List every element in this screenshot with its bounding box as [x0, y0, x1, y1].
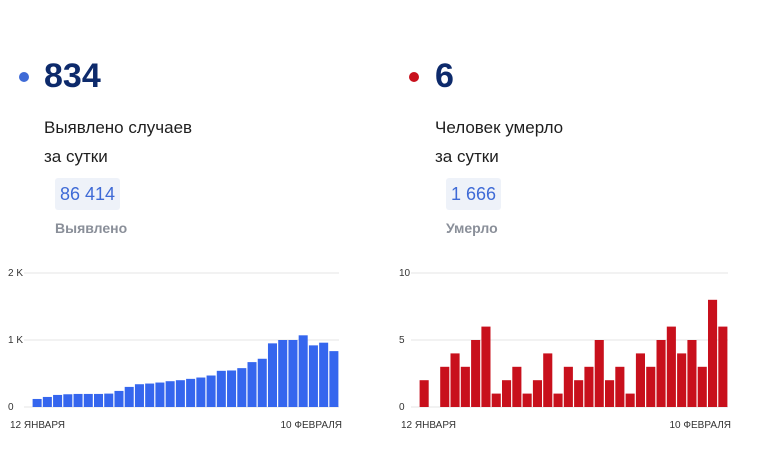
bar: [502, 380, 512, 407]
bar: [471, 340, 481, 407]
bar: [481, 326, 491, 407]
bar: [124, 386, 134, 407]
x-end-label: 10 ФЕВРАЛЯ: [280, 420, 342, 431]
bar: [615, 366, 625, 407]
bar: [278, 340, 288, 407]
bar: [419, 380, 429, 407]
bar: [625, 393, 635, 407]
bar: [155, 382, 165, 407]
bar: [206, 375, 216, 407]
cases-panel: 834 Выявлено случаев за сутки 86 414 Выя…: [0, 0, 360, 464]
bar: [298, 335, 308, 407]
bar: [186, 378, 196, 407]
deaths-panel: 6 Человек умерло за сутки 1 666 Умерло 0…: [393, 0, 753, 464]
y-tick-label: 1 K: [8, 335, 23, 346]
bar: [491, 393, 501, 407]
bar: [666, 326, 676, 407]
y-tick-label: 2 K: [8, 268, 23, 279]
bar: [288, 340, 298, 407]
bar: [584, 366, 594, 407]
cases-bar-chart: 0 1 K 2 K 12 ЯНВАРЯ 10 ФЕВРАЛЯ: [8, 268, 342, 431]
bar: [32, 398, 42, 407]
deaths-daily-caption: Человек умерло за сутки: [435, 118, 564, 166]
bar: [574, 380, 584, 407]
cases-total: 86 414: [55, 178, 121, 210]
bar: [553, 393, 563, 407]
bar: [134, 384, 144, 407]
bar: [42, 396, 52, 407]
deaths-dot-icon: [409, 72, 419, 82]
bar: [227, 370, 237, 407]
bar: [646, 366, 656, 407]
bar: [63, 394, 73, 407]
bar: [708, 299, 718, 407]
bar: [319, 342, 329, 407]
bar: [267, 343, 277, 407]
bar: [237, 368, 247, 407]
bar: [257, 358, 267, 407]
bar: [53, 394, 63, 407]
deaths-bar-chart: 0 5 10 12 ЯНВАРЯ 10 ФЕВРАЛЯ: [399, 268, 731, 431]
bar: [532, 380, 542, 407]
bar: [677, 353, 687, 407]
bar: [308, 345, 318, 407]
bar: [605, 380, 615, 407]
x-start-label: 12 ЯНВАРЯ: [10, 420, 65, 431]
x-end-label: 10 ФЕВРАЛЯ: [669, 420, 731, 431]
bar: [216, 370, 226, 407]
bar: [440, 366, 450, 407]
bar: [73, 393, 83, 407]
bar: [329, 351, 339, 407]
deaths-total-label: Умерло: [446, 220, 498, 236]
bar: [697, 366, 707, 407]
bar: [718, 326, 728, 407]
bar: [104, 393, 114, 407]
bar: [635, 353, 645, 407]
bar: [83, 393, 93, 407]
bar: [543, 353, 553, 407]
bar: [656, 340, 666, 407]
x-start-label: 12 ЯНВАРЯ: [401, 420, 456, 431]
bar: [594, 340, 604, 407]
bar: [145, 383, 155, 407]
bar: [114, 390, 124, 407]
bar: [450, 353, 460, 407]
deaths-total: 1 666: [446, 178, 502, 210]
cases-dot-icon: [19, 72, 29, 82]
bar: [165, 381, 175, 407]
bar: [94, 393, 104, 407]
bar: [247, 362, 257, 407]
y-tick-label: 5: [399, 335, 405, 346]
deaths-daily-value: 6: [435, 57, 454, 95]
cases-daily-caption: Выявлено случаев за сутки: [44, 118, 193, 166]
cases-daily-value: 834: [44, 57, 101, 95]
bar: [522, 393, 532, 407]
bar: [196, 377, 206, 407]
y-tick-label: 10: [399, 268, 411, 279]
bar: [512, 366, 522, 407]
bar: [175, 380, 185, 407]
y-tick-label: 0: [8, 402, 14, 413]
cases-total-label: Выявлено: [55, 220, 128, 236]
bar: [563, 366, 573, 407]
y-tick-label: 0: [399, 402, 405, 413]
bar: [460, 366, 470, 407]
bar: [687, 340, 697, 407]
